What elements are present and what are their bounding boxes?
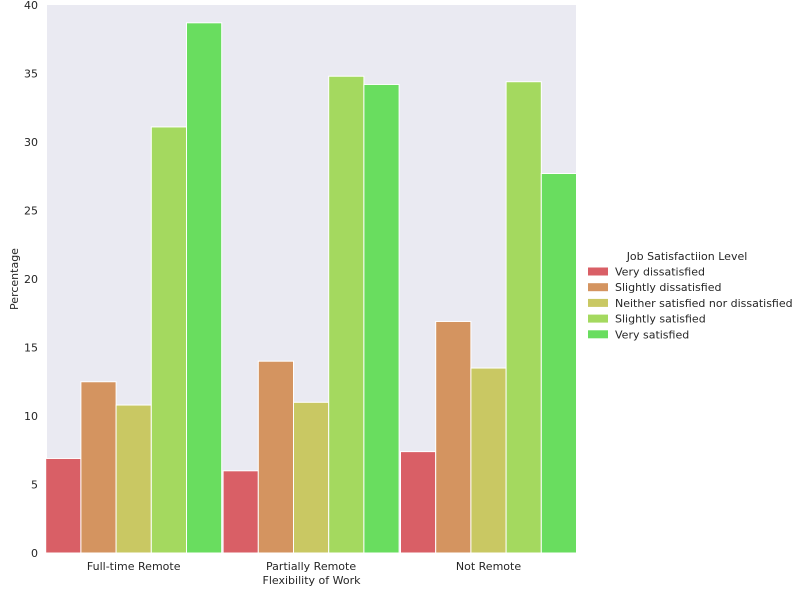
y-tick-label: 20 <box>24 273 38 286</box>
y-tick-label: 35 <box>24 68 38 81</box>
bar <box>328 75 365 554</box>
legend-swatch <box>588 330 608 339</box>
legend-label: Very satisfied <box>615 328 689 341</box>
x-tick-label: Partially Remote <box>266 560 356 573</box>
legend-title: Job Satisfactiion Level <box>626 250 748 263</box>
y-tick-label: 5 <box>31 479 38 492</box>
bar <box>115 404 152 554</box>
bar <box>222 470 259 554</box>
bar <box>45 457 82 554</box>
bars-group <box>45 22 577 554</box>
y-tick-labels: 0 5 10 15 20 25 30 35 40 <box>24 0 38 560</box>
legend: Job Satisfactiion Level Very dissatisfie… <box>588 250 793 341</box>
legend-label: Slightly satisfied <box>615 313 706 326</box>
y-tick-label: 10 <box>24 410 38 423</box>
x-axis-label: Flexibility of Work <box>263 574 362 587</box>
bar <box>505 81 542 554</box>
bar <box>400 451 437 554</box>
x-tick-labels: Full-time Remote Partially Remote Not Remo… <box>87 560 521 573</box>
legend-label: Neither satisfied nor dissatisfied <box>615 297 793 310</box>
bar <box>186 22 223 554</box>
y-tick-label: 40 <box>24 0 38 12</box>
bar <box>363 83 400 554</box>
legend-swatch <box>588 314 608 323</box>
legend-label: Very dissatisfied <box>615 266 705 279</box>
bar <box>80 381 117 554</box>
bar <box>435 320 472 554</box>
bar <box>470 367 507 554</box>
legend-swatch <box>588 267 608 276</box>
y-tick-label: 0 <box>31 547 38 560</box>
bar <box>293 401 330 554</box>
bar <box>150 126 188 554</box>
legend-swatch <box>588 283 608 292</box>
legend-items: Very dissatisfied Slightly dissatisfied Ne… <box>588 266 793 341</box>
bar <box>257 360 294 554</box>
x-tick-label: Not Remote <box>456 560 521 573</box>
y-axis-label: Percentage <box>8 248 21 310</box>
legend-swatch <box>588 298 608 307</box>
y-tick-label: 15 <box>24 342 38 355</box>
y-tick-label: 30 <box>24 136 38 149</box>
x-tick-label: Full-time Remote <box>87 560 181 573</box>
legend-label: Slightly dissatisfied <box>615 281 721 294</box>
y-tick-label: 25 <box>24 205 38 218</box>
bar <box>540 173 577 554</box>
